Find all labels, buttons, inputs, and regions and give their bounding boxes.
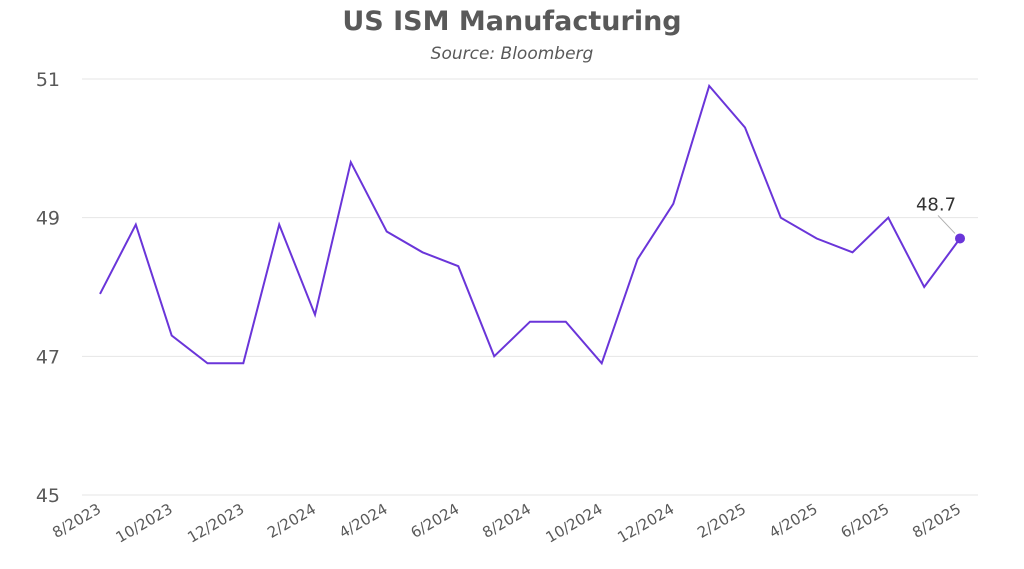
x-tick-label: 6/2024 (408, 500, 463, 542)
x-tick-label: 8/2025 (909, 500, 964, 542)
x-tick-label: 4/2024 (336, 500, 391, 542)
x-tick-label: 12/2024 (614, 500, 677, 547)
x-tick-label: 2/2025 (694, 500, 749, 542)
x-tick-label: 2/2024 (264, 500, 319, 542)
x-tick-label: 8/2024 (479, 500, 534, 542)
annotation-layer: 48.7 (916, 194, 965, 244)
series-layer (99, 83, 961, 366)
x-tick-label: 12/2023 (184, 500, 247, 547)
y-tick-label: 49 (36, 208, 60, 230)
y-tick-label: 51 (36, 69, 60, 91)
y-axis-ticks: 45 47 49 51 (36, 69, 60, 507)
y-tick-label: 45 (36, 485, 60, 507)
gridlines (82, 78, 978, 496)
chart-subtitle: Source: Bloomberg (430, 44, 594, 64)
annotation-leader-line (937, 215, 956, 234)
series-line (99, 83, 961, 366)
y-tick-label: 47 (36, 346, 60, 368)
x-tick-label: 4/2025 (766, 500, 821, 542)
x-tick-label: 10/2023 (113, 500, 176, 547)
annotation-label: 48.7 (916, 194, 956, 215)
x-axis-ticks: 8/2023 10/2023 12/2023 2/2024 4/2024 6/2024 8/… (49, 500, 964, 547)
x-tick-label: 10/2024 (543, 500, 606, 547)
chart-title: US ISM Manufacturing (342, 6, 682, 37)
x-tick-label: 6/2025 (838, 500, 893, 542)
last-point-marker (955, 233, 965, 244)
